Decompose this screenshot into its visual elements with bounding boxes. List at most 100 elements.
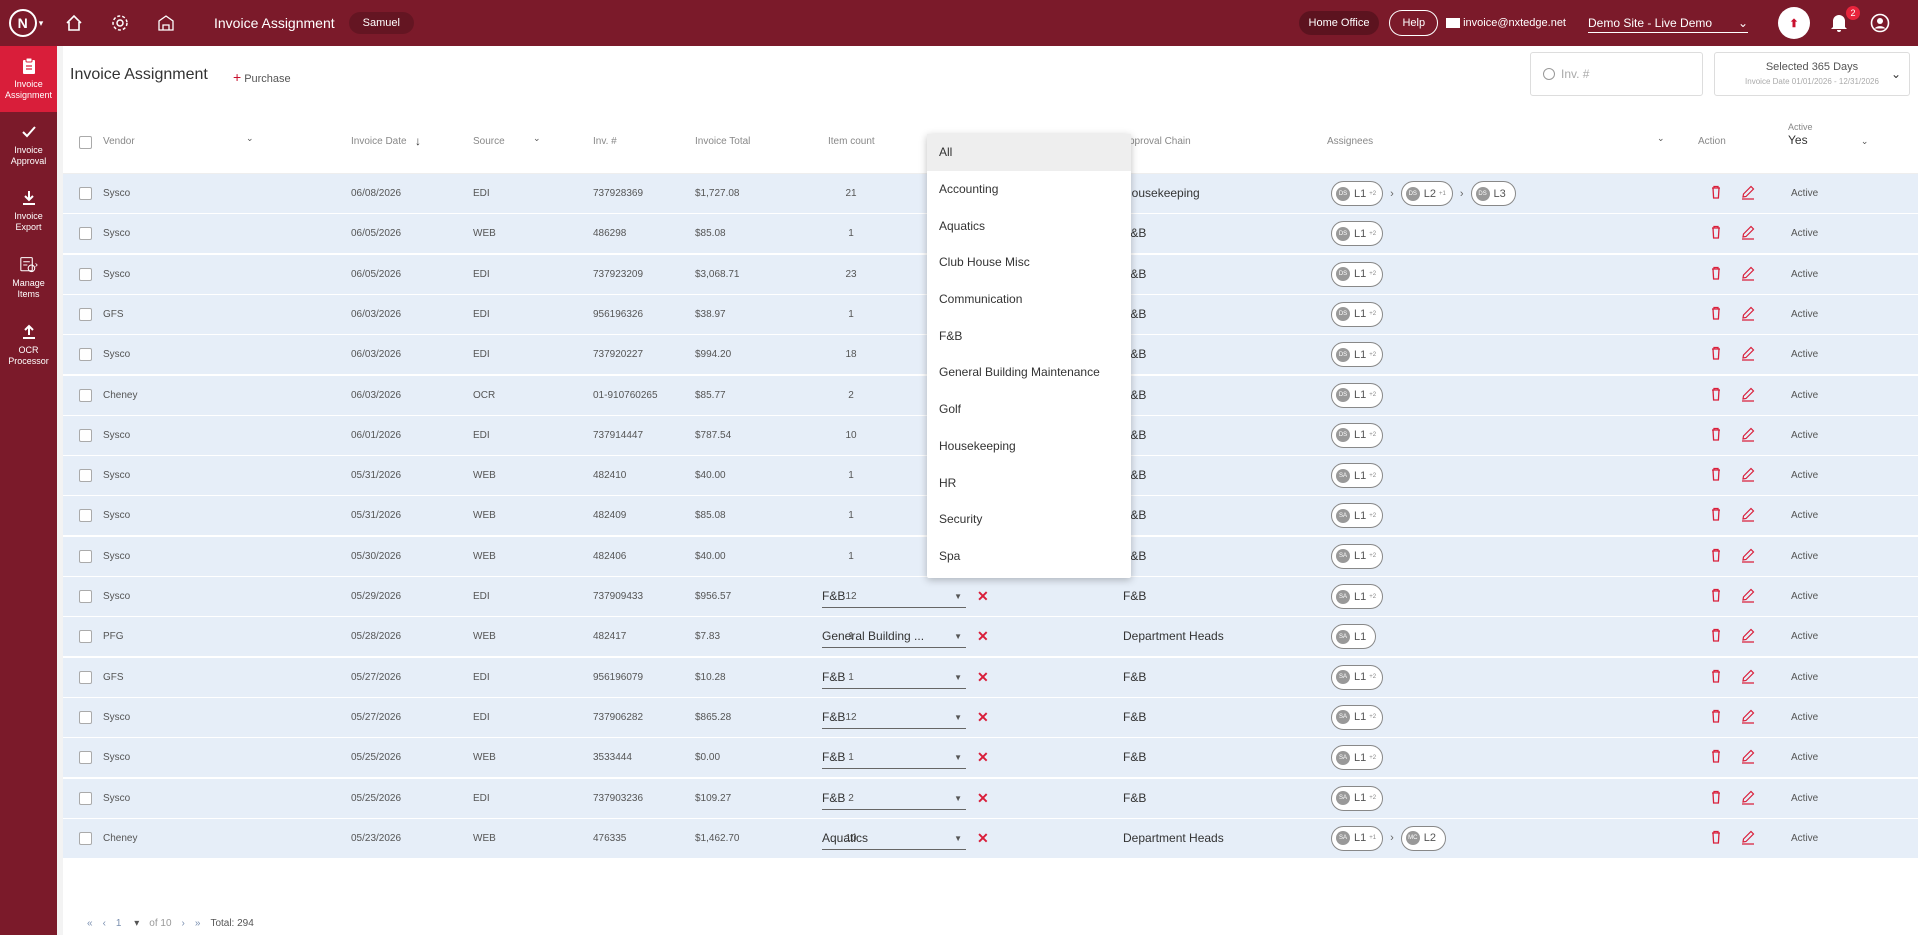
trash-icon[interactable] bbox=[1711, 749, 1721, 763]
department-select[interactable]: Aquatics ▼ bbox=[822, 828, 966, 850]
edit-icon[interactable] bbox=[1740, 627, 1756, 643]
table-row[interactable]: Sysco 05/27/2026 EDI 737906282 $865.28 12 F&B ▼… bbox=[63, 697, 1918, 738]
department-select[interactable]: F&B ▼ bbox=[822, 667, 966, 689]
row-checkbox[interactable] bbox=[79, 630, 92, 644]
active-filter-select[interactable]: Active Yes ⌄ bbox=[1788, 122, 1868, 147]
row-checkbox[interactable] bbox=[79, 267, 92, 281]
trash-icon[interactable] bbox=[1711, 548, 1721, 562]
edit-icon[interactable] bbox=[1740, 265, 1756, 281]
dropdown-option[interactable]: Communication bbox=[939, 292, 1023, 307]
table-row[interactable]: GFS 05/27/2026 EDI 956196079 $10.28 1 F&B ▼ ✕ F&B… bbox=[63, 657, 1918, 698]
date-range-picker[interactable]: Selected 365 Days Invoice Date 01/01/202… bbox=[1714, 52, 1910, 96]
row-checkbox[interactable] bbox=[79, 710, 92, 724]
edit-icon[interactable] bbox=[1740, 708, 1756, 724]
assignee-pill[interactable]: DS L1 +2 bbox=[1331, 181, 1384, 206]
department-select[interactable]: F&B ▼ bbox=[822, 788, 966, 810]
home-office-button[interactable]: Home Office bbox=[1298, 11, 1380, 35]
row-checkbox[interactable] bbox=[79, 428, 92, 442]
assignee-pill[interactable]: SA L1 +2 bbox=[1331, 543, 1384, 569]
trash-icon[interactable] bbox=[1711, 467, 1721, 481]
table-row[interactable]: Sysco 05/25/2026 WEB 3533444 $0.00 1 F&B ▼ ✕ F&B S… bbox=[63, 738, 1918, 779]
col-approval-chain[interactable]: pproval Chain bbox=[1129, 136, 1191, 147]
col-inv-no[interactable]: Inv. # bbox=[593, 136, 617, 147]
sidebar-item-ocr-processor[interactable]: OCR Processor bbox=[0, 312, 57, 378]
dropdown-option[interactable]: Housekeeping bbox=[939, 438, 1016, 453]
dropdown-option[interactable]: Spa bbox=[939, 548, 961, 563]
sort-desc-icon[interactable]: ↓ bbox=[415, 134, 421, 148]
col-vendor[interactable]: Vendor bbox=[103, 136, 135, 147]
prev-page-icon[interactable]: ‹ bbox=[102, 918, 106, 929]
trash-icon[interactable] bbox=[1711, 507, 1721, 522]
table-row[interactable]: Cheney 05/23/2026 WEB 476335 $1,462.70 10 Aqua… bbox=[63, 818, 1918, 859]
clear-department-icon[interactable]: ✕ bbox=[977, 588, 989, 604]
building-icon[interactable] bbox=[148, 5, 184, 41]
assignee-pill[interactable]: DS L1 +2 bbox=[1331, 422, 1384, 448]
add-purchase-button[interactable]: + Purchase bbox=[233, 69, 291, 85]
row-checkbox[interactable] bbox=[79, 670, 92, 684]
assignee-pill[interactable]: SA L1 +1 bbox=[1331, 825, 1384, 851]
assignee-pill[interactable]: DS L1 +2 bbox=[1331, 382, 1384, 408]
dropdown-option[interactable]: Golf bbox=[939, 402, 962, 417]
clear-department-icon[interactable]: ✕ bbox=[977, 628, 989, 645]
col-invoice-date[interactable]: Invoice Date bbox=[351, 136, 407, 147]
invoice-search-input[interactable]: Inv. # bbox=[1530, 52, 1703, 96]
col-assignees[interactable]: Assignees bbox=[1327, 136, 1374, 147]
assignee-pill[interactable]: SA L1 +2 bbox=[1331, 745, 1384, 771]
trash-icon[interactable] bbox=[1711, 266, 1721, 280]
assignees-filter-chevron-icon[interactable]: ⌄ bbox=[1657, 133, 1665, 143]
sidebar-item-invoice-approval[interactable]: Invoice Approval bbox=[0, 112, 57, 178]
source-filter-chevron-icon[interactable]: ⌄ bbox=[533, 133, 541, 143]
trash-icon[interactable] bbox=[1711, 306, 1721, 320]
site-select[interactable]: Demo Site - Live Demo ⌄ bbox=[1588, 14, 1748, 33]
trash-icon[interactable] bbox=[1711, 669, 1721, 683]
page-select[interactable]: 1 ▾ bbox=[115, 918, 140, 929]
clear-department-icon[interactable]: ✕ bbox=[977, 749, 989, 766]
home-icon[interactable] bbox=[56, 5, 92, 41]
edit-icon[interactable] bbox=[1740, 224, 1756, 240]
row-checkbox[interactable] bbox=[79, 791, 92, 805]
row-checkbox[interactable] bbox=[79, 590, 92, 603]
trash-icon[interactable] bbox=[1711, 588, 1721, 602]
assignee-pill[interactable]: SA L1 +2 bbox=[1331, 463, 1384, 489]
upload-button[interactable]: ⬆ bbox=[1778, 7, 1810, 39]
edit-icon[interactable] bbox=[1740, 668, 1756, 684]
sidebar-item-manage-items[interactable]: Manage Items bbox=[0, 244, 57, 312]
assignee-pill[interactable]: DS L3 bbox=[1470, 181, 1516, 206]
edit-icon[interactable] bbox=[1740, 789, 1756, 805]
table-row[interactable]: PFG 05/28/2026 WEB 482417 $7.83 1 General Buil… bbox=[63, 617, 1918, 658]
dropdown-option[interactable]: Accounting bbox=[939, 182, 999, 197]
dropdown-option[interactable]: Aquatics bbox=[939, 218, 986, 233]
clear-department-icon[interactable]: ✕ bbox=[977, 668, 989, 685]
dropdown-option[interactable]: All bbox=[927, 134, 1131, 171]
row-checkbox[interactable] bbox=[79, 469, 92, 483]
assignee-pill[interactable]: DS L2 +1 bbox=[1400, 181, 1453, 206]
trash-icon[interactable] bbox=[1711, 427, 1721, 441]
assignee-pill[interactable]: DS L1 +2 bbox=[1331, 221, 1384, 247]
edit-icon[interactable] bbox=[1740, 829, 1756, 845]
dropdown-option[interactable]: Security bbox=[939, 512, 983, 527]
trash-icon[interactable] bbox=[1711, 830, 1721, 844]
assignee-pill[interactable]: SA L1 +2 bbox=[1331, 584, 1384, 609]
assignee-pill[interactable]: DS L1 +2 bbox=[1331, 261, 1384, 287]
user-chip[interactable]: Samuel bbox=[348, 12, 414, 34]
col-item-count[interactable]: Item count bbox=[828, 136, 875, 147]
sidebar-item-invoice-export[interactable]: Invoice Export bbox=[0, 178, 57, 244]
dropdown-option[interactable]: HR bbox=[939, 475, 957, 490]
email-link[interactable]: invoice@nxtedge.net bbox=[1446, 17, 1566, 29]
first-page-icon[interactable]: « bbox=[87, 918, 93, 929]
last-page-icon[interactable]: » bbox=[194, 918, 201, 929]
edit-icon[interactable] bbox=[1740, 547, 1756, 563]
vendor-filter-chevron-icon[interactable]: ⌄ bbox=[246, 133, 254, 143]
help-button[interactable]: Help bbox=[1389, 10, 1439, 36]
clear-department-icon[interactable]: ✕ bbox=[977, 708, 989, 725]
next-page-icon[interactable]: › bbox=[181, 918, 185, 929]
trash-icon[interactable] bbox=[1711, 185, 1721, 199]
row-checkbox[interactable] bbox=[79, 831, 92, 845]
edit-icon[interactable] bbox=[1740, 184, 1756, 200]
col-source[interactable]: Source bbox=[473, 136, 505, 147]
edit-icon[interactable] bbox=[1740, 305, 1756, 321]
assignee-pill[interactable]: MC L2 bbox=[1400, 825, 1447, 851]
trash-icon[interactable] bbox=[1711, 387, 1721, 401]
edit-icon[interactable] bbox=[1740, 466, 1756, 482]
clear-department-icon[interactable]: ✕ bbox=[977, 789, 989, 806]
